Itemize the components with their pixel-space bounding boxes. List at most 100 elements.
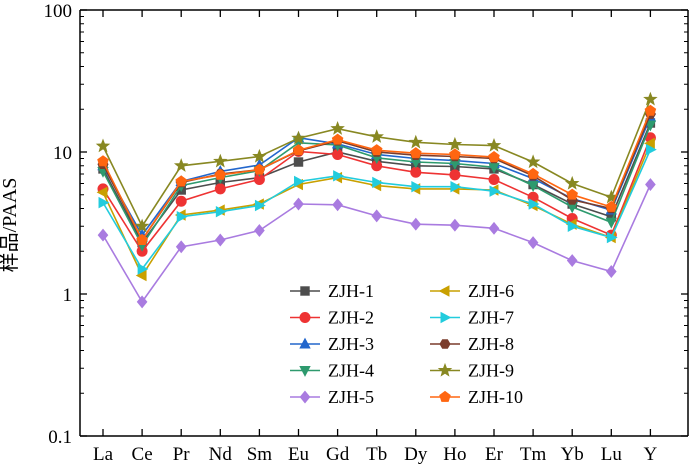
data-point — [644, 120, 657, 132]
data-point — [253, 163, 266, 175]
legend-label: ZJH-4 — [328, 361, 374, 381]
y-tick-label: 0.1 — [48, 427, 72, 448]
data-point — [213, 153, 228, 168]
legend-marker — [438, 285, 450, 297]
legend-marker — [440, 311, 452, 324]
data-point — [292, 144, 305, 156]
data-point — [371, 209, 383, 223]
data-point — [96, 186, 108, 199]
data-point — [135, 269, 147, 282]
data-point — [449, 218, 461, 232]
data-point — [134, 218, 150, 233]
data-point — [214, 183, 226, 195]
data-point — [566, 188, 578, 200]
x-axis-ticks: La Ce Pr Nd Sm Eu Gd Tb Dy Ho Er Tm Yb Lu Y — [93, 10, 658, 465]
data-point — [97, 155, 109, 167]
data-point — [369, 129, 384, 143]
data-point — [450, 180, 462, 193]
data-point — [527, 167, 539, 179]
x-tick-label: Lu — [601, 444, 623, 465]
data-point — [525, 154, 541, 169]
x-tick-label: Tm — [520, 444, 547, 465]
legend-marker — [439, 390, 451, 402]
data-point — [527, 236, 539, 250]
x-tick-label: Nd — [209, 444, 233, 465]
data-point — [175, 240, 187, 254]
x-tick-label: Pr — [173, 444, 191, 465]
data-point — [566, 254, 578, 268]
data-point — [176, 211, 188, 223]
y-axis-ticks: 0.1 1 10 100 — [44, 1, 688, 448]
data-point — [643, 91, 658, 106]
legend: ZJH-1 ZJH-2 ZJH-3 ZJH-4 ZJH-5 ZJH-6 ZJH-7 ZJH-8… — [290, 281, 523, 407]
series-zjh-7 — [98, 143, 657, 275]
data-point — [527, 181, 539, 192]
legend-label: ZJH-8 — [468, 334, 514, 354]
data-point — [137, 263, 149, 275]
legend-item: ZJH-6 — [430, 281, 514, 301]
legend-item: ZJH-3 — [290, 334, 374, 354]
x-tick-label: Yb — [561, 444, 584, 465]
data-point — [291, 130, 306, 145]
data-point — [564, 175, 580, 190]
series-zjh-10 — [97, 104, 657, 245]
data-point — [330, 121, 345, 135]
y-tick-label: 1 — [63, 285, 73, 306]
data-point — [605, 217, 617, 229]
legend-marker — [439, 339, 451, 349]
data-point — [410, 147, 422, 159]
plot-frame — [79, 9, 689, 437]
data-point — [449, 169, 461, 181]
legend-item: ZJH-9 — [430, 361, 514, 381]
x-tick-label: Er — [485, 444, 504, 465]
data-point — [488, 174, 500, 186]
data-point — [97, 228, 109, 242]
data-point — [331, 133, 344, 145]
legend-marker — [299, 337, 311, 349]
y-tick-label: 10 — [53, 143, 72, 164]
x-tick-label: Y — [644, 444, 658, 465]
legend-label: ZJH-10 — [468, 387, 523, 407]
data-point — [488, 221, 500, 235]
x-tick-label: Sm — [247, 444, 273, 465]
data-point — [370, 144, 383, 156]
legend-label: ZJH-2 — [328, 308, 374, 328]
legend-item: ZJH-10 — [430, 387, 523, 407]
data-point — [173, 158, 189, 172]
series-zjh-5 — [97, 178, 656, 309]
data-point — [410, 217, 422, 231]
data-point — [293, 197, 304, 211]
legend-marker — [437, 362, 453, 377]
data-point — [175, 175, 187, 187]
data-point — [136, 295, 148, 309]
y-tick-label: 100 — [44, 1, 73, 22]
x-tick-label: Eu — [288, 444, 310, 465]
data-point — [447, 136, 463, 151]
legend-label: ZJH-6 — [468, 281, 514, 301]
legend-label: ZJH-1 — [328, 281, 374, 301]
x-tick-label: Ce — [132, 444, 153, 465]
data-point — [489, 185, 501, 197]
x-tick-label: Gd — [326, 444, 350, 465]
legend-label: ZJH-5 — [328, 387, 374, 407]
data-point — [252, 148, 267, 163]
data-point — [486, 137, 502, 152]
data-point — [645, 143, 657, 156]
data-point — [372, 176, 384, 189]
data-point — [645, 178, 656, 191]
data-point — [528, 198, 540, 210]
legend-label: ZJH-7 — [468, 308, 514, 328]
data-point — [98, 196, 110, 209]
legend-item: ZJH-1 — [290, 281, 374, 301]
x-tick-label: Tb — [366, 444, 387, 465]
legend-marker — [300, 286, 310, 296]
legend-item: ZJH-5 — [290, 387, 374, 407]
data-point — [644, 104, 657, 116]
data-point — [136, 233, 148, 245]
x-tick-label: Dy — [404, 444, 428, 465]
data-point — [254, 224, 265, 237]
legend-item: ZJH-2 — [290, 308, 374, 328]
data-point — [332, 198, 343, 212]
legend-item: ZJH-8 — [430, 334, 514, 354]
data-point — [567, 220, 579, 232]
